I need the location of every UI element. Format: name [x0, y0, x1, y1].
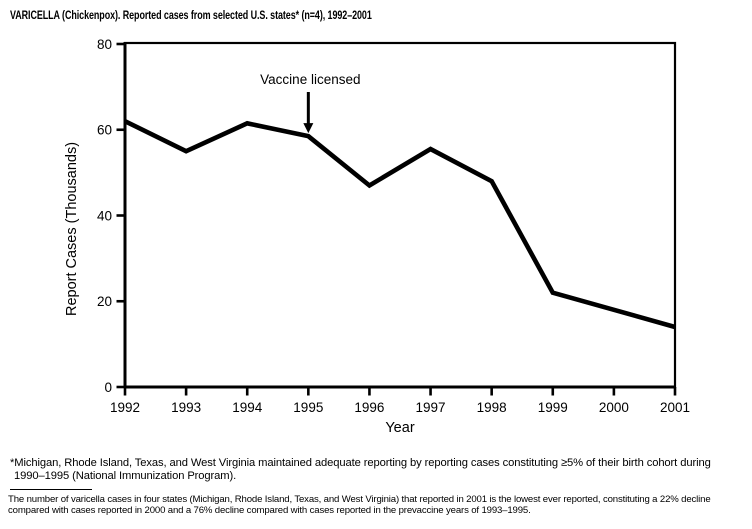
footnote-birth-cohort: *Michigan, Rhode Island, Texas, and West…: [10, 457, 711, 482]
page-title: VARICELLA (Chickenpox). Reported cases f…: [10, 10, 372, 22]
x-tick-label: 1999: [538, 400, 568, 415]
x-tick-label: 2000: [599, 400, 629, 415]
y-tick-label: 20: [97, 294, 112, 309]
x-tick-label: 2001: [660, 400, 690, 415]
y-axis-title: Report Cases (Thousands): [64, 142, 80, 316]
varicella-line-chart: 0 20 40 60 80 1992 1993 1994 1995 1996 1997 1998 199…: [64, 37, 690, 436]
x-tick-label: 1995: [293, 400, 323, 415]
y-tick-label: 80: [97, 37, 112, 52]
annotation-arrowhead: [303, 123, 314, 134]
annotation-text: Vaccine licensed: [260, 72, 360, 87]
y-tick-label: 40: [97, 208, 112, 223]
data-line: [123, 119, 676, 330]
y-tick-label: 0: [104, 380, 112, 395]
x-tick-label: 1992: [110, 400, 140, 415]
chart-frame: [123, 41, 677, 389]
x-tick-label: 1996: [354, 400, 384, 415]
x-tick-label: 1998: [477, 400, 507, 415]
x-axis-title: Year: [385, 420, 414, 436]
y-tick-label: 60: [97, 123, 112, 138]
footnote-decline-summary: The number of varicella cases in four st…: [8, 494, 711, 516]
x-tick-label: 1994: [232, 400, 263, 415]
footnote-separator: [10, 489, 92, 490]
x-tick-label: 1997: [416, 400, 446, 415]
x-tick-label: 1993: [171, 400, 201, 415]
